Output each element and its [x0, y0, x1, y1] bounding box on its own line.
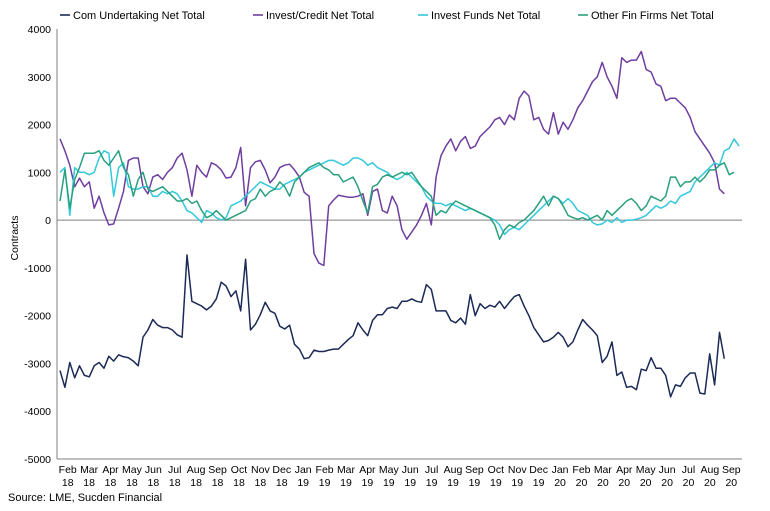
- y-axis-label: Contracts: [9, 216, 21, 261]
- x-tick-month: May: [379, 464, 400, 476]
- x-tick-year: 20: [554, 477, 566, 489]
- x-tick-year: 19: [447, 477, 459, 489]
- x-tick-month: May: [636, 464, 657, 476]
- x-tick-month: Sep: [208, 464, 227, 476]
- y-tick-label: 1000: [28, 167, 52, 179]
- x-tick-month: Jul: [682, 464, 695, 476]
- x-tick-year: 19: [340, 477, 352, 489]
- x-tick-year: 20: [640, 477, 652, 489]
- x-tick-month: Dec: [529, 464, 548, 476]
- x-tick-year: 18: [255, 477, 267, 489]
- x-tick-year: 18: [105, 477, 117, 489]
- x-tick-month: Dec: [272, 464, 291, 476]
- x-tick-month: Nov: [508, 464, 527, 476]
- x-tick-year: 20: [725, 477, 737, 489]
- x-tick-month: Jul: [168, 464, 181, 476]
- x-tick-month: Apr: [102, 464, 119, 476]
- x-tick-year: 20: [618, 477, 630, 489]
- x-tick-month: May: [122, 464, 143, 476]
- x-tick-year: 18: [147, 477, 159, 489]
- x-tick-year: 19: [469, 477, 481, 489]
- x-tick-month: Jun: [402, 464, 419, 476]
- x-tick-year: 18: [169, 477, 181, 489]
- x-tick-year: 19: [533, 477, 545, 489]
- x-tick-month: Feb: [59, 464, 77, 476]
- y-tick-label: -4000: [24, 406, 51, 418]
- y-tick-label: 0: [45, 215, 51, 227]
- legend-label: Invest/Credit Net Total: [266, 10, 374, 22]
- x-tick-month: Sep: [722, 464, 741, 476]
- x-tick-month: Aug: [701, 464, 720, 476]
- x-tick-year: 18: [212, 477, 224, 489]
- legend-label: Invest Funds Net Total: [431, 10, 540, 22]
- x-tick-year: 19: [404, 477, 416, 489]
- plot-area: [59, 50, 740, 398]
- y-axis: -5000 -4000 -3000 -2000 -1000 0 1000 2000 3000 40…: [24, 24, 58, 466]
- y-tick-label: 2000: [28, 120, 52, 132]
- x-tick-month: Aug: [444, 464, 463, 476]
- legend-label: Other Fin Firms Net Total: [591, 10, 714, 22]
- x-tick-year: 19: [490, 477, 502, 489]
- series-line-other: [59, 150, 735, 240]
- x-tick-year: 20: [704, 477, 716, 489]
- series-line-invcredit: [59, 50, 725, 267]
- x-tick-year: 20: [661, 477, 673, 489]
- legend-label: Com Undertaking Net Total: [73, 10, 205, 22]
- x-tick-month: Feb: [572, 464, 590, 476]
- x-tick-year: 18: [62, 477, 74, 489]
- x-tick-year: 20: [683, 477, 695, 489]
- x-tick-month: Jun: [659, 464, 676, 476]
- x-tick-month: Sep: [465, 464, 484, 476]
- x-tick-month: Feb: [316, 464, 334, 476]
- y-tick-label: -2000: [24, 311, 51, 323]
- x-tick-year: 19: [426, 477, 438, 489]
- x-tick-year: 19: [297, 477, 309, 489]
- x-tick-year: 18: [233, 477, 245, 489]
- x-tick-month: Jan: [295, 464, 312, 476]
- source-note: Source: LME, Sucden Financial: [8, 492, 163, 504]
- x-tick-year: 18: [83, 477, 95, 489]
- x-tick-year: 19: [319, 477, 331, 489]
- x-tick-month: Jul: [425, 464, 438, 476]
- x-tick-month: Apr: [359, 464, 376, 476]
- x-tick-month: Oct: [231, 464, 247, 476]
- series-line-com: [59, 254, 726, 398]
- x-tick-year: 20: [576, 477, 588, 489]
- x-tick-month: Mar: [337, 464, 356, 476]
- x-tick-year: 19: [362, 477, 374, 489]
- x-tick-month: Aug: [187, 464, 206, 476]
- x-tick-year: 19: [383, 477, 395, 489]
- x-tick-year: 18: [276, 477, 288, 489]
- x-tick-month: Mar: [594, 464, 613, 476]
- y-tick-label: -3000: [24, 358, 51, 370]
- x-axis: Feb18Mar18Apr18May18Jun18Jul18Aug18Sep18…: [57, 219, 742, 489]
- x-tick-month: Apr: [616, 464, 633, 476]
- x-tick-year: 18: [190, 477, 202, 489]
- y-tick-label: 4000: [28, 24, 52, 36]
- y-tick-label: 3000: [28, 72, 52, 84]
- x-tick-month: Jan: [552, 464, 569, 476]
- series-line-funds: [59, 138, 740, 236]
- x-tick-year: 18: [126, 477, 138, 489]
- x-tick-month: Oct: [488, 464, 504, 476]
- y-tick-label: -5000: [24, 454, 51, 466]
- x-tick-month: Nov: [251, 464, 270, 476]
- x-tick-year: 19: [511, 477, 523, 489]
- x-tick-month: Mar: [80, 464, 99, 476]
- y-tick-label: -1000: [24, 263, 51, 275]
- x-tick-month: Jun: [145, 464, 162, 476]
- legend: Com Undertaking Net Total Invest/Credit N…: [60, 10, 714, 22]
- x-tick-year: 20: [597, 477, 609, 489]
